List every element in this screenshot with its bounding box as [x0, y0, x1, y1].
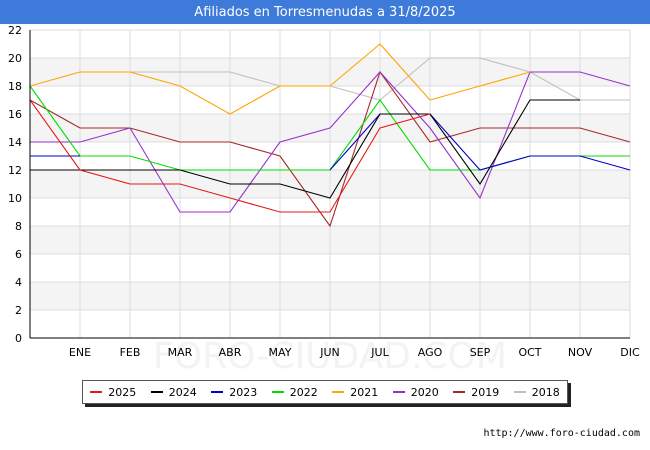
legend-item-2021: 2021: [332, 386, 378, 399]
legend-label: 2025: [108, 385, 137, 399]
series-line-2024: [30, 99, 580, 199]
x-tick-label: JUL: [370, 346, 389, 359]
legend-swatch: [90, 391, 103, 393]
y-tick-label: 4: [15, 276, 22, 289]
legend-item-2018: 2018: [513, 385, 560, 399]
x-tick-label: MAR: [168, 346, 193, 359]
axes: [29, 30, 630, 339]
legend-item-2022: 2022: [271, 385, 318, 399]
legend-item-2020: 2020: [392, 385, 439, 399]
legend-swatch: [211, 391, 224, 393]
y-tick-label: 16: [8, 108, 22, 121]
y-tick-label: 6: [15, 248, 22, 261]
legend-label: 2021: [350, 385, 379, 399]
x-tick-label: ENE: [69, 346, 91, 359]
legend-item-2025: 2025: [90, 386, 136, 399]
x-tick-label: ABR: [219, 346, 242, 359]
legend-label: 2024: [168, 385, 197, 399]
legend-swatch: [150, 391, 163, 393]
y-tick-label: 8: [15, 220, 22, 233]
y-tick-label: 0: [15, 332, 22, 345]
series-lines: [29, 43, 631, 228]
legend-swatch: [332, 391, 345, 393]
legend-item-2024: 2024: [150, 385, 197, 399]
footer-url: http://www.foro-ciudad.com: [483, 428, 640, 439]
watermark: FORO-CIUDAD.COM: [153, 336, 507, 377]
legend-item-2023: 2023: [211, 386, 257, 399]
x-tick-label: MAY: [269, 346, 292, 359]
legend: 2025 2024 2023 2022 2021 2020 2019 2018: [82, 380, 568, 404]
legend-label: 2022: [289, 385, 318, 399]
legend-swatch: [271, 391, 284, 393]
legend-swatch: [392, 391, 405, 393]
x-tick-label: FEB: [120, 346, 141, 359]
x-tick-label: OCT: [518, 346, 541, 359]
legend-label: 2020: [410, 385, 439, 399]
series-line-2025: [29, 99, 431, 213]
x-tick-label: JUN: [319, 346, 340, 359]
y-tick-labels: 0 2 4 6 8 10 12 14 16 18 20 22: [8, 24, 22, 345]
legend-swatch: [453, 391, 466, 393]
y-tick-label: 18: [8, 80, 22, 93]
series-line-2021: [29, 43, 531, 115]
x-tick-labels: ENE FEB MAR ABR MAY JUN JUL AGO SEP OCT NOV DIC: [69, 346, 640, 359]
x-tick-label: SEP: [470, 346, 491, 359]
legend-item-2019: 2019: [453, 386, 499, 399]
legend-label: 2019: [471, 385, 500, 399]
y-tick-label: 12: [8, 164, 22, 177]
y-tick-label: 20: [8, 52, 22, 65]
y-tick-label: 14: [8, 136, 22, 149]
y-tick-label: 10: [8, 192, 22, 205]
y-tick-label: 2: [15, 304, 22, 317]
x-tick-label: DIC: [620, 346, 640, 359]
legend-label: 2023: [229, 385, 258, 399]
legend-label: 2018: [531, 385, 560, 399]
x-tick-label: NOV: [568, 346, 593, 359]
y-tick-label: 22: [8, 24, 22, 37]
legend-swatch: [513, 391, 526, 393]
x-tick-label: AGO: [418, 346, 443, 359]
chart-title: Afiliados en Torresmenudas a 31/8/2025: [0, 0, 650, 24]
